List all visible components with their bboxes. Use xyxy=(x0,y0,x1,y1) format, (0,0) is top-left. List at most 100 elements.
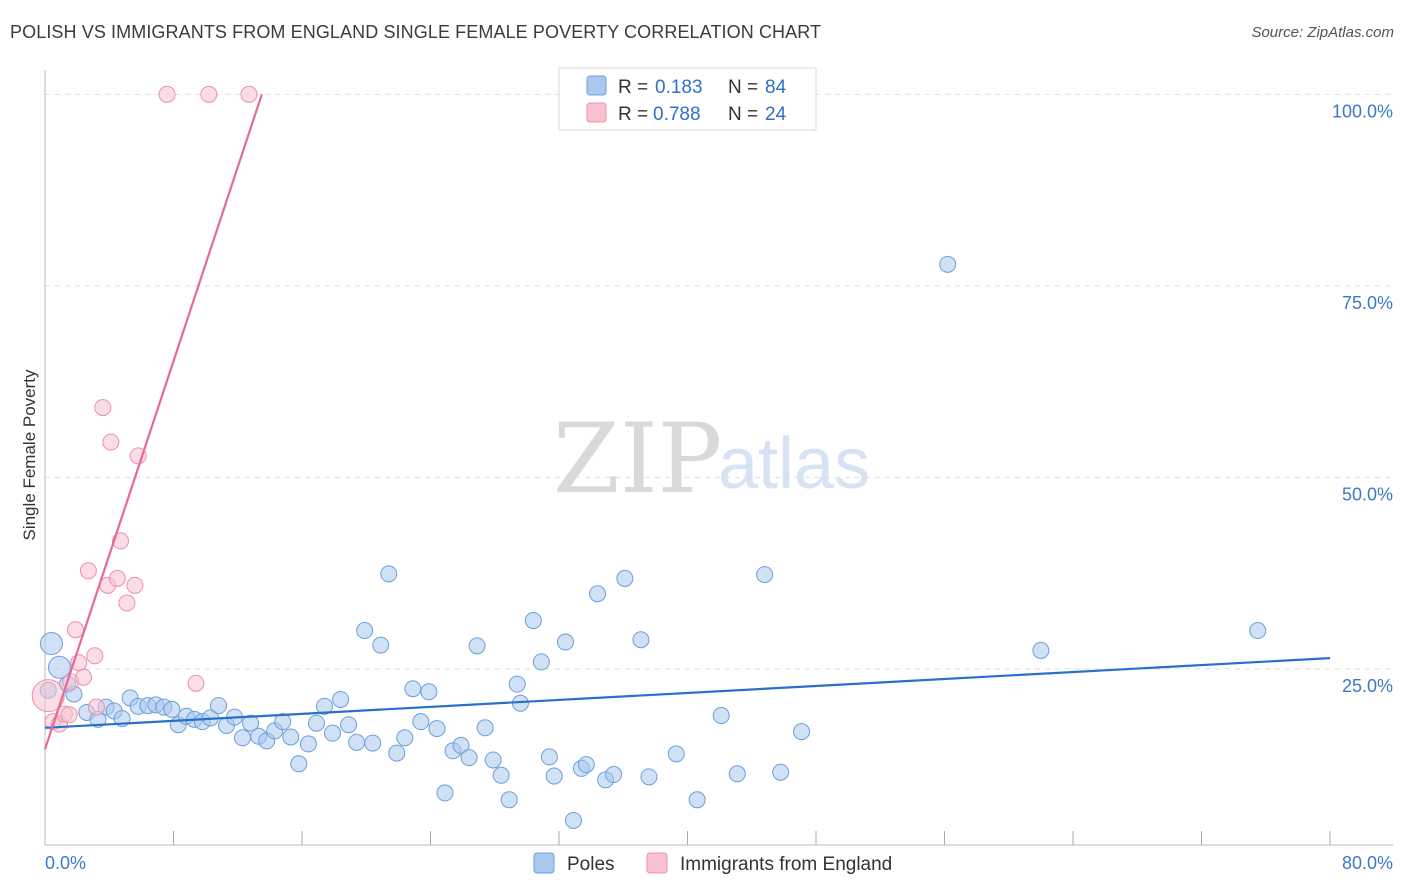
point-poles xyxy=(532,653,550,671)
y-tick-label-25: 25.0% xyxy=(1342,676,1393,696)
legend-n-value-england: 24 xyxy=(765,104,787,125)
chart-title: POLISH VS IMMIGRANTS FROM ENGLAND SINGLE… xyxy=(10,22,822,42)
point-england xyxy=(94,399,112,417)
point-poles xyxy=(556,633,574,651)
point-poles xyxy=(452,736,470,754)
trend-lines xyxy=(43,93,1331,750)
point-poles xyxy=(436,784,454,802)
grid-lines xyxy=(45,93,1393,670)
point-england xyxy=(87,698,105,716)
y-axis-label: Single Female Poverty xyxy=(20,369,39,541)
x-tick-label-max: 80.0% xyxy=(1342,853,1393,873)
point-poles xyxy=(476,719,494,737)
point-poles xyxy=(667,745,685,763)
point-poles xyxy=(209,697,227,715)
point-poles xyxy=(356,622,374,640)
series-legend: Poles Immigrants from England xyxy=(533,852,892,875)
correlation-legend: R = 0.183 N = 84 R = 0.788 N = 24 xyxy=(558,67,817,131)
point-england xyxy=(75,668,93,686)
x-tick-label-min: 0.0% xyxy=(45,853,86,873)
point-poles xyxy=(1249,622,1267,640)
point-england xyxy=(158,85,176,103)
series-england-points xyxy=(31,85,258,733)
y-tick-label-75: 75.0% xyxy=(1342,293,1393,313)
point-poles xyxy=(290,755,308,773)
point-poles xyxy=(324,724,342,742)
point-poles xyxy=(564,811,582,829)
point-england xyxy=(79,562,97,580)
axes xyxy=(44,70,1393,846)
legend-n-label-poles: N = xyxy=(728,77,758,98)
point-england xyxy=(129,447,147,465)
point-poles xyxy=(372,636,390,654)
point-poles xyxy=(388,744,406,762)
point-poles xyxy=(500,791,518,809)
point-poles xyxy=(756,566,774,584)
point-england xyxy=(31,679,65,713)
point-poles xyxy=(728,765,746,783)
point-england xyxy=(111,532,129,550)
point-poles xyxy=(234,729,252,747)
trendline-england xyxy=(43,93,263,750)
point-poles xyxy=(428,720,446,738)
legend-swatch-poles xyxy=(586,75,607,96)
point-poles xyxy=(616,569,634,587)
legend-r-label-poles: R = xyxy=(618,77,648,98)
point-england xyxy=(60,706,78,724)
point-poles xyxy=(632,631,650,649)
point-poles xyxy=(508,675,526,693)
point-poles xyxy=(545,767,563,785)
legend-n-value-poles: 84 xyxy=(765,77,787,98)
point-poles xyxy=(47,655,71,679)
watermark-atlas: atlas xyxy=(718,424,870,504)
point-england xyxy=(102,433,120,451)
point-poles xyxy=(396,729,414,747)
watermark-zip: ZIP xyxy=(553,403,722,515)
point-poles xyxy=(340,716,358,734)
point-poles xyxy=(640,768,658,786)
point-poles xyxy=(460,749,478,767)
point-poles xyxy=(688,791,706,809)
point-poles xyxy=(712,707,730,725)
source-credit: Source: ZipAtlas.com xyxy=(1251,24,1394,41)
y-tick-labels: 25.0% 50.0% 75.0% 100.0% xyxy=(1332,101,1393,696)
point-poles xyxy=(332,690,350,708)
point-england xyxy=(118,594,136,612)
point-england xyxy=(126,576,144,594)
point-poles xyxy=(404,680,422,698)
point-england xyxy=(200,85,218,103)
point-poles xyxy=(163,700,181,718)
x-ticks xyxy=(173,831,1331,845)
point-england xyxy=(86,647,104,665)
trendline-poles xyxy=(44,656,1331,729)
point-poles xyxy=(299,735,317,753)
legend-swatch-england-bottom xyxy=(646,852,668,874)
legend-label-england: Immigrants from England xyxy=(680,854,892,875)
point-poles xyxy=(307,714,325,732)
legend-label-poles: Poles xyxy=(567,854,615,875)
point-poles xyxy=(939,255,957,273)
point-poles xyxy=(468,637,486,655)
point-poles xyxy=(420,683,438,701)
point-poles xyxy=(315,697,333,715)
legend-swatch-poles-bottom xyxy=(533,852,555,874)
point-poles xyxy=(492,766,510,784)
point-poles xyxy=(540,748,558,766)
point-poles xyxy=(577,756,595,774)
point-poles xyxy=(348,733,366,751)
point-poles xyxy=(484,751,502,769)
point-poles xyxy=(605,766,623,784)
point-poles xyxy=(39,632,63,656)
legend-swatch-england xyxy=(586,102,607,123)
point-poles xyxy=(364,734,382,752)
point-poles xyxy=(274,713,292,731)
point-poles xyxy=(242,714,260,732)
point-poles xyxy=(282,728,300,746)
point-poles xyxy=(589,585,607,603)
point-poles xyxy=(772,763,790,781)
point-poles xyxy=(380,565,398,583)
y-tick-label-100: 100.0% xyxy=(1332,101,1393,121)
point-england xyxy=(240,85,258,103)
legend-r-value-poles: 0.183 xyxy=(655,77,703,98)
